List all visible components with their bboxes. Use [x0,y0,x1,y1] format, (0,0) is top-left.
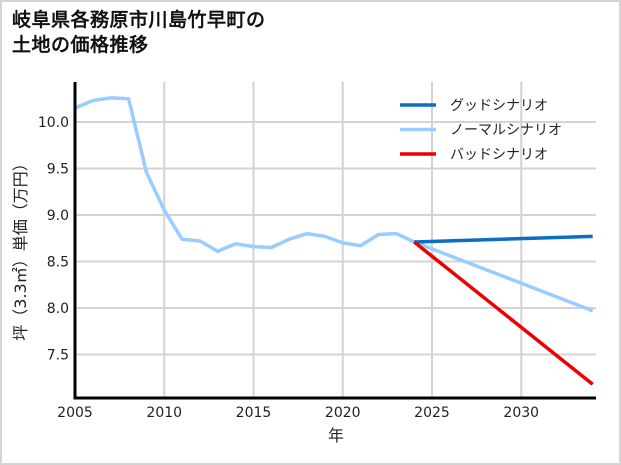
y-axis-label: 坪（3.3㎡）単価（万円） [11,155,30,340]
chart-title-line2: 土地の価格推移 [12,34,149,56]
x-axis-label: 年 [328,426,344,445]
y-tick-label: 10.0 [38,115,69,131]
series-line [414,234,593,244]
chart-title-line1: 岐阜県各務原市川島竹早町の [12,9,266,31]
y-tick-label: 7.5 [47,348,69,364]
x-tick-label: 2030 [503,405,539,421]
x-tick-label: 2025 [414,405,450,421]
y-tick-label: 8.5 [47,255,69,271]
y-tick-label: 9.0 [47,208,69,224]
chart-title: 岐阜県各務原市川島竹早町の 土地の価格推移 [12,8,266,58]
tick-labels: 2005 2010 2015 2020 2025 2030 7.5 8.0 8.5 9.0 9.5 1… [38,115,539,421]
x-tick-label: 2010 [146,405,182,421]
legend-item: バッドシナリオ [400,147,548,163]
legend-label: グッドシナリオ [450,98,548,114]
series-line [74,96,594,313]
legend-label: ノーマルシナリオ [450,123,562,139]
x-tick-label: 2015 [236,405,272,421]
series-line [413,240,594,386]
x-tick-label: 2005 [57,405,93,421]
x-tick-label: 2020 [325,405,361,421]
axes [73,82,596,400]
legend-label: バッドシナリオ [450,147,548,163]
data-series [74,96,594,386]
legend-item: ノーマルシナリオ [400,123,562,139]
y-tick-label: 9.5 [47,162,69,178]
y-tick-label: 8.0 [47,301,69,317]
grid-lines [74,82,596,398]
legend-item: グッドシナリオ [400,98,548,114]
